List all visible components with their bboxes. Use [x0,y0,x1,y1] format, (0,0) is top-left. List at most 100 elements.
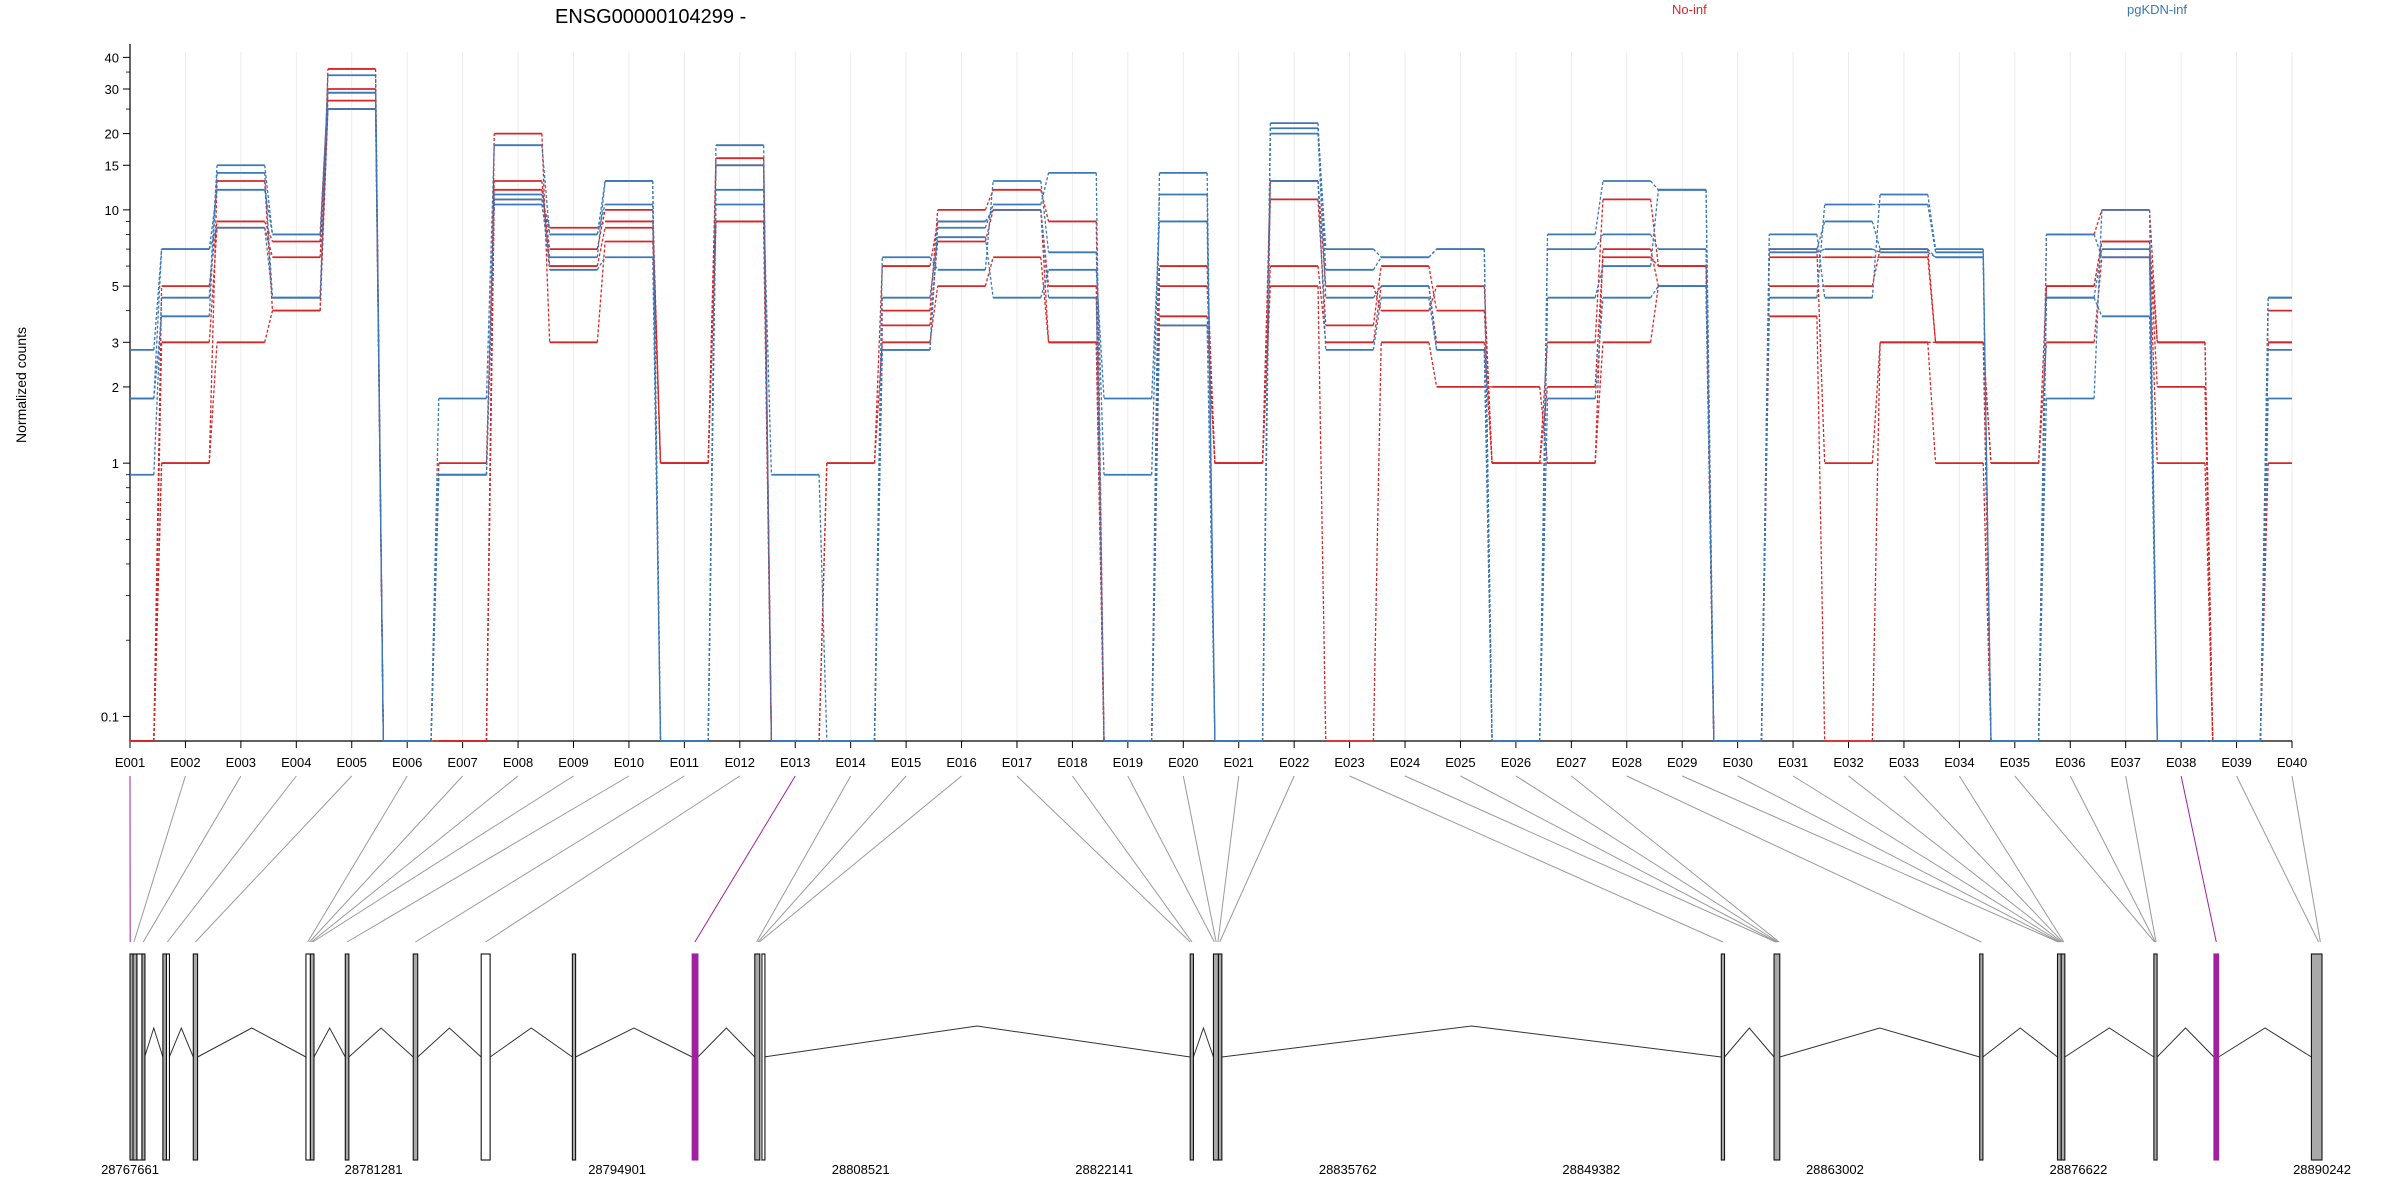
exon-link-e033 [1903,775,2064,943]
series-connector [1040,180,1050,253]
intron [763,1025,1191,1058]
series-connector [2038,234,2048,742]
series-connector [596,227,606,267]
series-connector [1317,133,1327,298]
exon-link-e010 [346,775,630,943]
x-tick-label-e028: E028 [1612,755,1642,770]
exon-block [2153,953,2158,1161]
series-connector [1927,342,1937,464]
exon-link-e005 [195,775,353,943]
series-connector [1261,180,1271,464]
series-connector [1871,342,1881,742]
exon-link-e037 [2125,775,2157,943]
exon-link-e026 [1515,775,1779,943]
series-connector [319,109,329,298]
exon-link-e020 [1182,775,1217,943]
exon-link-e019 [1127,775,1215,943]
exon-block [1212,953,1220,1161]
series-connector [1151,194,1161,475]
x-tick-label-e029: E029 [1667,755,1697,770]
series-connector [208,342,218,464]
x-tick-label-e035: E035 [2000,755,2030,770]
series-connector [2259,342,2269,742]
x-tick-label-e033: E033 [1889,755,1919,770]
exon-block [761,953,766,1161]
coordinate-label: 28808521 [832,1162,890,1177]
y-tick-label: 3 [112,335,119,350]
series-connector [1372,342,1382,742]
exon-link-e024 [1404,775,1777,943]
series-connector [1816,316,1826,742]
series-connector [2148,209,2158,343]
series-connector [1927,194,1937,250]
series-connector [818,474,828,742]
series-connector [1317,286,1327,742]
x-tick-label-e018: E018 [1057,755,1087,770]
series-connector [1428,286,1438,343]
series-connector [541,204,551,258]
series-connector [707,165,717,742]
x-tick-label-e020: E020 [1168,755,1198,770]
exon-block [2310,953,2323,1161]
y-tick-label: 40 [105,50,119,65]
series-connector [2204,342,2214,742]
x-tick-label-e005: E005 [337,755,367,770]
x-tick-label-e024: E024 [1390,755,1420,770]
series-connector [1594,265,1604,298]
series-connector [2093,241,2103,287]
exon-block [141,953,146,1161]
series-connector [1040,257,1050,343]
series-connector [1871,342,1881,464]
series-connector [929,256,939,271]
exon-block [754,953,761,1161]
series-connector [1372,286,1382,343]
x-tick-label-e032: E032 [1833,755,1863,770]
x-tick-label-e022: E022 [1279,755,1309,770]
series-connector [1151,325,1161,742]
x-tick-label-e031: E031 [1778,755,1808,770]
x-tick-label-e016: E016 [946,755,976,770]
exon-block [1189,953,1194,1161]
coordinate-label: 28835762 [1319,1162,1377,1177]
series-pgkdn-inf-7 [130,91,2292,742]
x-tick-label-e015: E015 [891,755,921,770]
exon-link-e040 [2291,775,2321,943]
series-connector [1206,325,1216,742]
series-pgkdn-inf-5 [130,91,2292,742]
series-connector [596,256,606,271]
series-connector [1483,286,1493,464]
exon-link-e018 [1072,775,1193,943]
series-connector [264,165,274,235]
exon-block [192,953,199,1161]
series-connector [1539,234,1549,742]
plot-area: 0.1 1 2 3 5 10 15 20 30 40 E001 E002 E003 E004 E005 E00… [101,44,2307,770]
series-connector [1649,286,1660,343]
series-connector [1927,248,1937,258]
y-axis-label: Normalized counts [13,327,29,443]
series-connector [1539,386,1549,464]
x-tick-label-e019: E019 [1113,755,1143,770]
series-connector [1317,265,1327,343]
series-connector [1428,285,1438,311]
series-connector [707,221,717,464]
series-connector [1539,342,1549,464]
x-tick-label-e017: E017 [1002,755,1032,770]
exon-link-e009 [312,775,574,943]
x-tick-label-e014: E014 [835,755,865,770]
exon-link-e031 [1792,775,2061,943]
series-connector [1871,194,1881,298]
y-tick-label: 2 [112,380,119,395]
coordinate-label: 28794901 [588,1162,646,1177]
series-connector [762,165,773,742]
y-tick-label: 0.1 [101,709,119,724]
series-connector [153,286,163,742]
intron [575,1027,693,1058]
series-connector [1594,234,1604,250]
intron [144,1026,164,1058]
x-tick-label-e006: E006 [392,755,422,770]
x-tick-label-e013: E013 [780,755,810,770]
exon-link-e039 [2236,775,2320,943]
x-tick-label-e003: E003 [226,755,256,770]
series-connector [208,165,218,298]
x-tick-label-e040: E040 [2277,755,2307,770]
